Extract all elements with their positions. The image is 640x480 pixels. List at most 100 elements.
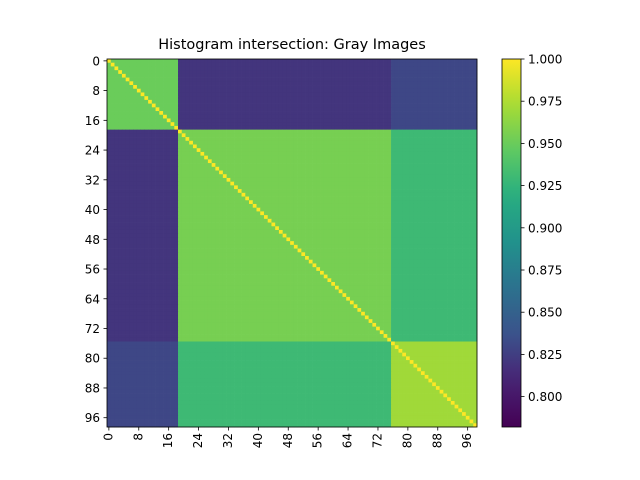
heatmap-cell [417, 155, 422, 160]
heatmap-cell [200, 92, 205, 97]
heatmap-cell [185, 174, 190, 179]
heatmap-cell [110, 244, 115, 249]
heatmap-cell [275, 196, 280, 201]
heatmap-cell [391, 81, 396, 86]
heatmap-cell [316, 174, 321, 179]
heatmap-cell [185, 241, 190, 246]
heatmap-cell [174, 140, 179, 145]
heatmap-cell [118, 170, 123, 175]
heatmap-cell [222, 233, 227, 238]
heatmap-cell [346, 215, 351, 220]
heatmap-cell [219, 237, 224, 242]
heatmap-cell [192, 96, 198, 101]
heatmap-cell [178, 96, 183, 101]
heatmap-cell [249, 66, 254, 71]
heatmap-cell [282, 237, 287, 242]
heatmap-cell [237, 85, 242, 90]
heatmap-cell [263, 129, 269, 134]
heatmap-cell [379, 189, 384, 194]
heatmap-cell [372, 73, 377, 78]
heatmap-cell [219, 144, 224, 149]
heatmap-cell [405, 73, 411, 78]
heatmap-cell [323, 163, 328, 168]
heatmap-cell [207, 226, 212, 231]
heatmap-cell [230, 88, 235, 93]
heatmap-cell [114, 96, 119, 101]
heatmap-cell [200, 137, 205, 142]
heatmap-cell [237, 192, 242, 197]
heatmap-cell [140, 85, 145, 90]
heatmap-cell [450, 241, 455, 246]
heatmap-cell [305, 218, 310, 223]
heatmap-cell [196, 244, 201, 249]
heatmap-cell [383, 92, 388, 97]
heatmap-cell [286, 103, 291, 108]
heatmap-cell [200, 148, 205, 153]
heatmap-cell [136, 192, 141, 197]
heatmap-cell [286, 73, 291, 78]
heatmap-cell [454, 148, 459, 153]
heatmap-cell [170, 196, 175, 201]
heatmap-cell [290, 218, 295, 223]
heatmap-cell [439, 73, 444, 78]
heatmap-cell [174, 111, 179, 116]
heatmap-cell [290, 174, 295, 179]
heatmap-cell [338, 229, 343, 235]
heatmap-cell [249, 81, 254, 86]
heatmap-cell [312, 159, 317, 164]
heatmap-cell [316, 133, 321, 138]
heatmap-cell [185, 196, 190, 201]
heatmap-cell [327, 181, 332, 186]
heatmap-cell [192, 174, 198, 179]
heatmap-cell [211, 196, 216, 201]
heatmap-cell [469, 237, 474, 242]
heatmap-cell [234, 177, 239, 183]
heatmap-cell [428, 237, 433, 242]
heatmap-cell [424, 215, 429, 220]
heatmap-cell [121, 166, 127, 171]
heatmap-cell [192, 85, 198, 90]
heatmap-cell [301, 122, 306, 127]
heatmap-cell [376, 189, 381, 194]
heatmap-cell [207, 107, 212, 112]
heatmap-cell [204, 174, 209, 179]
heatmap-cell [320, 189, 325, 194]
heatmap-cell [428, 155, 433, 160]
heatmap-cell [151, 177, 156, 183]
heatmap-cell [185, 62, 190, 67]
heatmap-cell [364, 155, 369, 160]
heatmap-cell [424, 129, 429, 134]
heatmap-cell [420, 233, 426, 238]
heatmap-cell [166, 151, 171, 156]
heatmap-cell [398, 73, 403, 78]
heatmap-cell [249, 229, 254, 235]
heatmap-cell [196, 70, 201, 75]
heatmap-cell [376, 181, 381, 186]
heatmap-cell [249, 244, 254, 249]
heatmap-cell [398, 125, 403, 130]
heatmap-cell [454, 73, 459, 78]
heatmap-cell [286, 59, 291, 64]
heatmap-cell [353, 215, 358, 220]
heatmap-cell [346, 99, 351, 104]
heatmap-cell [473, 211, 478, 216]
heatmap-cell [234, 148, 239, 153]
heatmap-cell [286, 66, 291, 71]
heatmap-cell [121, 207, 127, 212]
heatmap-cell [178, 62, 183, 67]
heatmap-cell [293, 118, 298, 123]
heatmap-cell [473, 226, 478, 231]
heatmap-cell [278, 196, 284, 201]
heatmap-cell [219, 215, 224, 220]
heatmap-cell [181, 114, 186, 119]
heatmap-cell [447, 148, 452, 153]
heatmap-cell [252, 170, 257, 175]
heatmap-cell [121, 241, 127, 246]
heatmap-cell [278, 137, 284, 142]
heatmap-cell [353, 122, 358, 127]
heatmap-cell [140, 151, 145, 156]
heatmap-cell [166, 207, 171, 212]
heatmap-cell [376, 62, 381, 67]
heatmap-cell [136, 233, 141, 238]
heatmap-cell [372, 174, 377, 179]
